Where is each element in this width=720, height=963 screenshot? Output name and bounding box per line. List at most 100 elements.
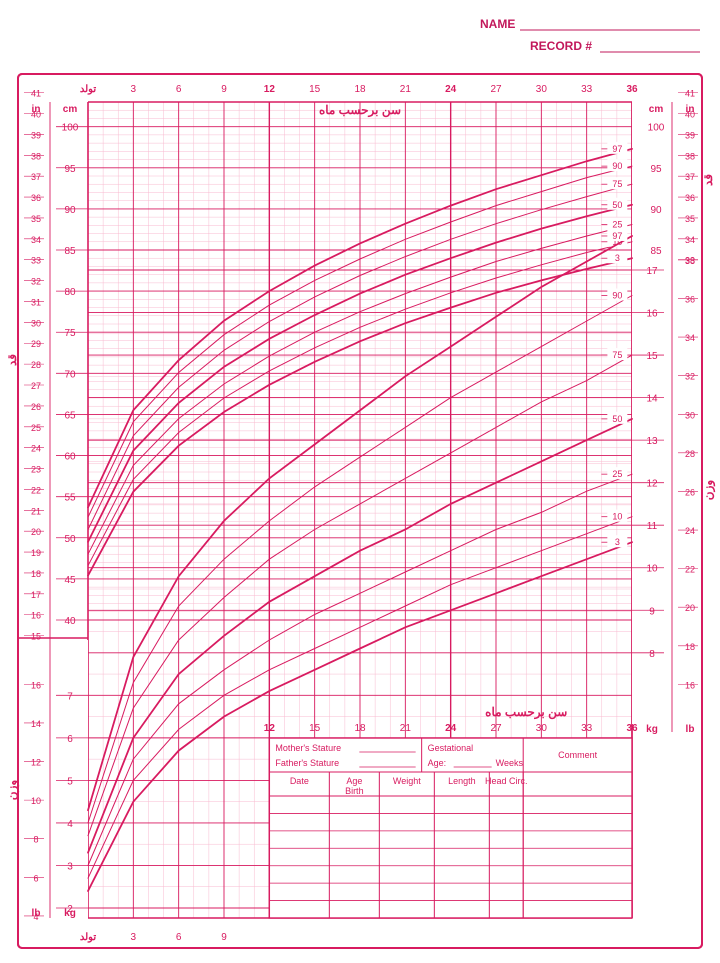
lb-tick-left: 14 bbox=[31, 719, 41, 729]
unit-cm-right: cm bbox=[649, 104, 664, 115]
in-tick-left: 22 bbox=[31, 485, 41, 495]
in-tick-right: 38 bbox=[685, 151, 695, 161]
lb-tick-left: 4 bbox=[33, 912, 38, 922]
in-tick-left: 26 bbox=[31, 402, 41, 412]
cm-tick-left: 95 bbox=[64, 164, 76, 175]
x-tick-bottom: 24 bbox=[445, 723, 457, 734]
lb-tick-right: 30 bbox=[685, 410, 695, 420]
table-col-header: Age bbox=[346, 776, 362, 786]
length-pct-label: 97 bbox=[612, 144, 622, 154]
kg-tick-right: 13 bbox=[646, 436, 658, 447]
lb-tick-right: 16 bbox=[685, 680, 695, 690]
in-tick-left: 29 bbox=[31, 339, 41, 349]
kg-tick-right: 12 bbox=[646, 479, 658, 490]
lb-tick-right: 22 bbox=[685, 565, 695, 575]
cm-tick-left: 60 bbox=[64, 452, 76, 463]
in-tick-left: 31 bbox=[31, 297, 41, 307]
in-tick-left: 19 bbox=[31, 548, 41, 558]
record-label: RECORD # bbox=[530, 39, 592, 53]
in-tick-left: 34 bbox=[31, 235, 41, 245]
x-tick-bottomleft: تولد bbox=[80, 932, 96, 943]
in-tick-left: 41 bbox=[31, 89, 41, 99]
x-tick-top: 18 bbox=[354, 84, 366, 95]
table-col-header: Weight bbox=[393, 776, 421, 786]
in-tick-left: 35 bbox=[31, 214, 41, 224]
gestational-age-label: Age: bbox=[428, 758, 447, 768]
x-tick-bottom: 27 bbox=[490, 723, 502, 734]
kg-tick-left: 7 bbox=[67, 691, 73, 702]
x-tick-top: تولد bbox=[80, 84, 96, 95]
cm-tick-right: 95 bbox=[650, 164, 662, 175]
data-table: Mother's Stature Father's Stature Gestatio… bbox=[269, 738, 632, 918]
in-tick-right: 40 bbox=[685, 110, 695, 120]
kg-tick-left: 4 bbox=[67, 819, 73, 830]
length-pct-label: 3 bbox=[615, 253, 620, 263]
in-tick-right: 37 bbox=[685, 172, 695, 182]
kg-tick-right: 16 bbox=[646, 309, 658, 320]
father-stature-label: Father's Stature bbox=[275, 758, 339, 768]
weight-side-label-right: وزن bbox=[701, 480, 716, 501]
table-col-header: Length bbox=[448, 776, 476, 786]
kg-tick-left: 5 bbox=[67, 776, 73, 787]
in-tick-left: 23 bbox=[31, 465, 41, 475]
in-tick-right: 34 bbox=[685, 235, 695, 245]
birth-row-label: Birth bbox=[345, 786, 364, 796]
in-tick-left: 27 bbox=[31, 381, 41, 391]
x-tick-bottom: 33 bbox=[581, 723, 593, 734]
in-tick-left: 17 bbox=[31, 590, 41, 600]
lb-tick-right: 20 bbox=[685, 603, 695, 613]
kg-tick-right: 9 bbox=[649, 606, 655, 617]
unit-kg-right: kg bbox=[646, 724, 658, 735]
lb-tick-left: 12 bbox=[31, 758, 41, 768]
growth-chart: NAMERECORD #تولد369121518212427303336سن … bbox=[0, 0, 720, 963]
kg-tick-right: 15 bbox=[646, 351, 658, 362]
cm-tick-left: 90 bbox=[64, 205, 76, 216]
cm-tick-left: 85 bbox=[64, 246, 76, 257]
cm-tick-left: 80 bbox=[64, 287, 76, 298]
x-tick-bottomleft: 6 bbox=[176, 932, 182, 943]
weight-pct-label: 75 bbox=[612, 350, 622, 360]
cm-tick-left: 50 bbox=[64, 534, 76, 545]
table-col-header: Head Circ. bbox=[485, 776, 528, 786]
x-tick-bottom: 30 bbox=[536, 723, 548, 734]
weight-pct-label: 3 bbox=[615, 537, 620, 547]
in-tick-left: 37 bbox=[31, 172, 41, 182]
x-tick-bottom: 36 bbox=[626, 723, 638, 734]
x-tick-top: 15 bbox=[309, 84, 321, 95]
unit-lb-right: lb bbox=[686, 724, 695, 735]
length-side-label-right: قد bbox=[701, 174, 715, 186]
in-tick-left: 25 bbox=[31, 423, 41, 433]
in-tick-left: 38 bbox=[31, 151, 41, 161]
in-tick-left: 24 bbox=[31, 444, 41, 454]
weight-pct-label: 10 bbox=[612, 512, 622, 522]
lb-tick-right: 24 bbox=[685, 526, 695, 536]
weight-pct-label: 50 bbox=[612, 414, 622, 424]
x-tick-top: 21 bbox=[400, 84, 412, 95]
lb-tick-right: 34 bbox=[685, 333, 695, 343]
in-tick-left: 20 bbox=[31, 527, 41, 537]
kg-tick-left: 2 bbox=[67, 904, 73, 915]
kg-tick-left: 6 bbox=[67, 734, 73, 745]
x-tick-top: 27 bbox=[490, 84, 502, 95]
weeks-label: Weeks bbox=[496, 758, 524, 768]
in-tick-left: 32 bbox=[31, 277, 41, 287]
mother-stature-label: Mother's Stature bbox=[275, 743, 341, 753]
x-tick-top: 3 bbox=[131, 84, 137, 95]
name-label: NAME bbox=[480, 17, 515, 31]
in-tick-right: 36 bbox=[685, 193, 695, 203]
lb-tick-right: 28 bbox=[685, 449, 695, 459]
kg-tick-right: 10 bbox=[646, 564, 658, 575]
unit-cm-left: cm bbox=[63, 104, 78, 115]
in-tick-left: 16 bbox=[31, 611, 41, 621]
kg-tick-left: 3 bbox=[67, 861, 73, 872]
x-tick-top: 9 bbox=[221, 84, 227, 95]
x-tick-bottom: 12 bbox=[264, 723, 276, 734]
length-pct-label: 25 bbox=[612, 220, 622, 230]
gestational-label: Gestational bbox=[428, 743, 474, 753]
cm-tick-right: 100 bbox=[648, 123, 665, 134]
cm-tick-left: 70 bbox=[64, 369, 76, 380]
in-tick-left: 39 bbox=[31, 130, 41, 140]
in-tick-left: 18 bbox=[31, 569, 41, 579]
cm-tick-left: 65 bbox=[64, 410, 76, 421]
in-tick-left: 21 bbox=[31, 506, 41, 516]
